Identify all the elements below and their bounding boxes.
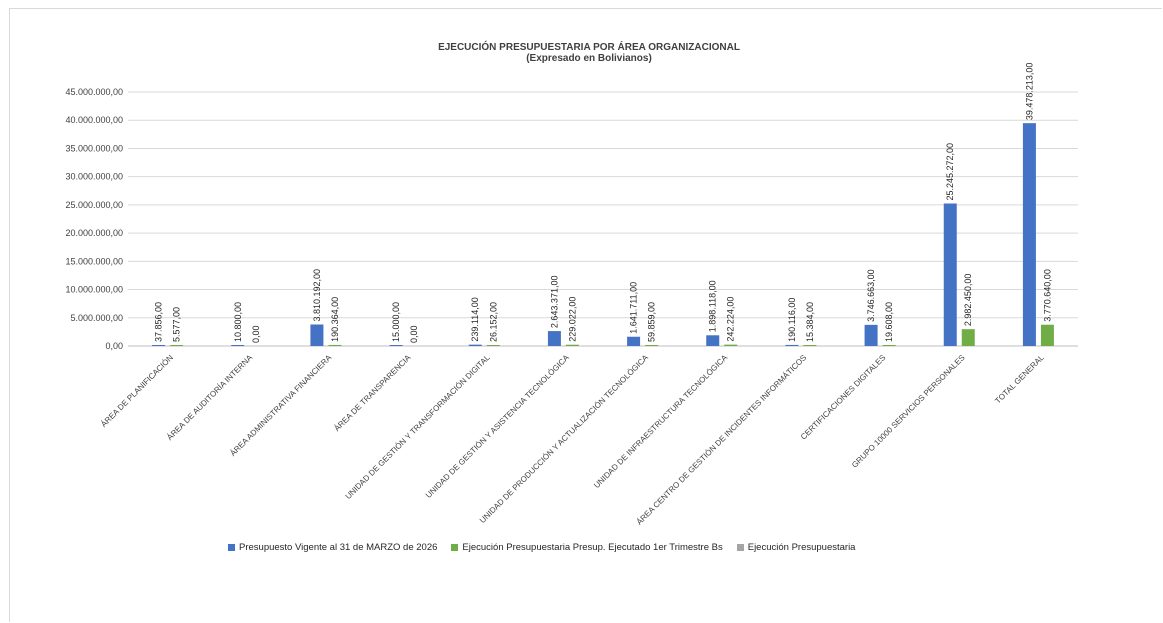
data-label: 190.364,00: [330, 297, 340, 342]
bar: [785, 344, 799, 346]
bar: [486, 345, 500, 346]
bars: [152, 123, 1054, 346]
bar: [1040, 324, 1054, 346]
legend-label: Presupuesto Vigente al 31 de MARZO de 20…: [239, 542, 438, 553]
bar: [627, 336, 641, 346]
bar: [943, 203, 957, 346]
legend-swatch: [228, 544, 235, 551]
data-label: 2.643.371,00: [549, 276, 559, 329]
data-label: 0,00: [409, 325, 419, 343]
bar: [152, 345, 166, 346]
y-tick-label: 10.000.000,00: [65, 285, 123, 295]
data-labels: 37.856,00 10.800,00 3.810.192,00 15.000,00 2…: [154, 63, 1053, 343]
chart-frame: [9, 8, 1162, 622]
x-tick-label: ÁREA CENTRO DE GESTIÓN DE INCIDENTES INF…: [635, 353, 809, 527]
chart-subtitle: (Expresado en Bolivianos): [526, 53, 652, 64]
data-label: 3.810.192,00: [312, 269, 322, 322]
bar: [803, 345, 817, 346]
gridlines: [128, 91, 1078, 347]
bar: [1022, 123, 1036, 346]
y-tick-label: 40.000.000,00: [65, 115, 123, 125]
legend: Presupuesto Vigente al 31 de MARZO de 20…: [228, 542, 855, 553]
y-tick-label: 20.000.000,00: [65, 228, 123, 238]
bar: [468, 344, 482, 346]
data-label: 0,00: [251, 325, 261, 343]
data-label: 19.608,00: [884, 302, 894, 342]
legend-item-ejecucion: Ejecución Presupuestaria: [736, 542, 856, 553]
data-label: 3.770.640,00: [1042, 269, 1052, 322]
bar: [724, 344, 738, 346]
x-tick-label: UNIDAD DE GESTIÓN Y ASISTENCIA TECNOLÓGI…: [424, 353, 571, 500]
bar: [706, 335, 720, 346]
y-tick-label: 45.000.000,00: [65, 87, 123, 97]
data-label: 1.898.118,00: [708, 280, 718, 332]
y-tick-label: 15.000.000,00: [65, 256, 123, 266]
data-label: 25.245.272,00: [945, 143, 955, 201]
y-tick-label: 35.000.000,00: [65, 143, 123, 153]
data-label: 1.641.711,00: [629, 282, 639, 334]
data-label: 26.152,00: [488, 302, 498, 342]
bar: [547, 331, 561, 346]
legend-label: Ejecución Presupuestaria: [747, 542, 856, 553]
data-label: 5.577,00: [172, 307, 182, 342]
legend-item-presupuesto: Presupuesto Vigente al 31 de MARZO de 20…: [228, 542, 437, 553]
data-label: 10.800,00: [233, 302, 243, 342]
bar: [231, 345, 245, 346]
y-axis: 0,00 5.000.000,00 10.000.000,00 15.000.000,…: [65, 87, 123, 351]
legend-label: Ejecución Presupuestaria Presup. Ejecuta…: [462, 542, 723, 553]
x-tick-label: ÁREA DE AUDITORÍA INTERNA: [165, 353, 254, 442]
y-tick-label: 25.000.000,00: [65, 200, 123, 210]
legend-item-ejecucion-trimestre: Ejecución Presupuestaria Presup. Ejecuta…: [451, 542, 723, 553]
chart-title: EJECUCIÓN PRESUPUESTARIA POR ÁREA ORGANI…: [438, 40, 740, 53]
x-tick-label: UNIDAD DE GESTIÓN Y TRANSFORMACIÓN DIGIT…: [344, 353, 492, 501]
data-label: 15.384,00: [805, 302, 815, 342]
data-label: 59.859,00: [647, 302, 657, 342]
legend-swatch: [451, 544, 459, 551]
x-tick-label: TOTAL GENERAL: [993, 353, 1046, 406]
x-tick-label: ÁREA DE TRANSPARENCIA: [332, 353, 412, 433]
y-tick-label: 30.000.000,00: [65, 172, 123, 182]
bar: [328, 344, 342, 346]
bar: [961, 329, 975, 346]
x-tick-label: UNIDAD DE PRODUCCIÓN Y ACTUALIZACIÓN TEC…: [478, 353, 650, 525]
x-tick-label: CERTIFICACIONES DIGITALES: [799, 353, 888, 442]
data-label: 3.746.663,00: [866, 269, 876, 322]
data-label: 239.114,00: [470, 297, 480, 341]
bar: [389, 345, 403, 346]
legend-swatch: [736, 544, 744, 551]
data-label: 39.478.213,00: [1024, 63, 1034, 121]
data-label: 242.224,00: [726, 297, 736, 342]
y-tick-label: 5.000.000,00: [70, 313, 123, 323]
data-label: 190.116,00: [787, 298, 797, 342]
data-label: 15.000,00: [391, 302, 401, 342]
data-label: 229.022,00: [567, 297, 577, 342]
bar: [882, 345, 896, 346]
bar: [310, 324, 324, 346]
data-label: 37.856,00: [154, 302, 164, 342]
x-tick-label: ÁREA DE PLANIFICACIÓN: [99, 353, 175, 429]
bar: [645, 345, 659, 346]
bar: [864, 324, 878, 346]
bar: [565, 344, 579, 346]
y-tick-label: 0,00: [105, 341, 123, 351]
x-tick-label: UNIDAD DE INFRAESTRUCTURA TECNOLÓGICA: [592, 353, 729, 490]
data-label: 2.982.450,00: [963, 274, 973, 327]
bar: [170, 345, 184, 346]
